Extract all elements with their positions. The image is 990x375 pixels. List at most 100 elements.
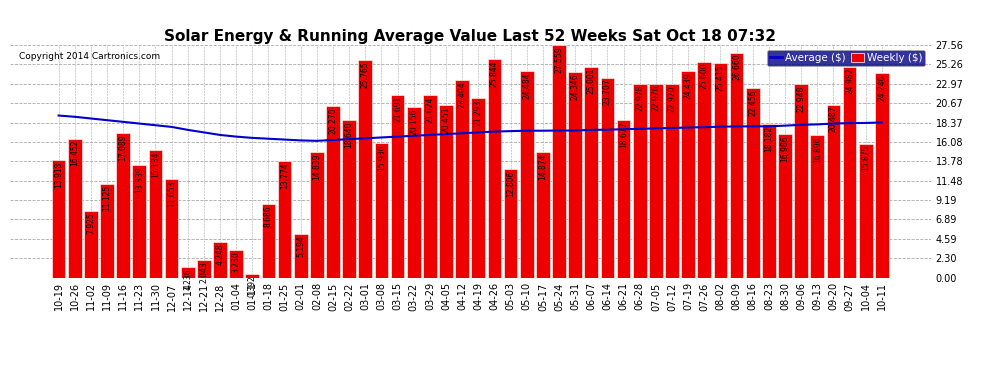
Text: 11.653: 11.653 bbox=[167, 180, 176, 207]
Text: 12.806: 12.806 bbox=[506, 171, 515, 197]
Bar bbox=[633, 84, 646, 278]
Bar bbox=[326, 106, 340, 278]
Bar bbox=[407, 108, 421, 278]
Bar bbox=[536, 152, 549, 278]
Bar bbox=[278, 161, 291, 278]
Text: 2.043: 2.043 bbox=[199, 261, 209, 283]
Bar bbox=[827, 105, 841, 278]
Text: 4.248: 4.248 bbox=[216, 243, 225, 264]
Text: 20.156: 20.156 bbox=[409, 109, 418, 135]
Bar bbox=[665, 84, 679, 278]
Text: 14.839: 14.839 bbox=[313, 154, 322, 180]
Bar bbox=[762, 124, 776, 278]
Text: 22.976: 22.976 bbox=[651, 85, 660, 111]
Bar bbox=[778, 134, 792, 278]
Text: 23.404: 23.404 bbox=[457, 81, 466, 108]
Bar bbox=[84, 211, 98, 278]
Bar bbox=[681, 71, 695, 278]
Text: 18.677: 18.677 bbox=[619, 121, 628, 148]
Text: 16.452: 16.452 bbox=[70, 140, 79, 166]
Text: 25.765: 25.765 bbox=[360, 62, 370, 88]
Text: 25.844: 25.844 bbox=[490, 61, 499, 87]
Bar bbox=[842, 67, 856, 278]
Text: 16.896: 16.896 bbox=[813, 136, 822, 163]
Bar bbox=[148, 150, 162, 278]
Text: 5.194: 5.194 bbox=[296, 235, 305, 257]
Bar bbox=[698, 62, 711, 278]
Bar bbox=[875, 73, 889, 278]
Bar bbox=[246, 274, 259, 278]
Text: 24.346: 24.346 bbox=[570, 74, 580, 100]
Text: 26.660: 26.660 bbox=[732, 54, 742, 81]
Text: 21.624: 21.624 bbox=[426, 96, 435, 123]
Bar bbox=[116, 134, 130, 278]
Bar bbox=[310, 152, 324, 278]
Text: 27.559: 27.559 bbox=[554, 46, 563, 73]
Bar bbox=[133, 165, 147, 278]
Bar bbox=[714, 63, 728, 278]
Bar bbox=[213, 242, 227, 278]
Text: 18.640: 18.640 bbox=[345, 122, 353, 148]
Text: 25.600: 25.600 bbox=[700, 63, 709, 89]
Text: 22.978: 22.978 bbox=[636, 85, 644, 111]
Text: 23.707: 23.707 bbox=[603, 79, 612, 105]
Bar bbox=[568, 72, 582, 278]
Text: 3.230: 3.230 bbox=[232, 252, 241, 273]
Legend: Average ($), Weekly ($): Average ($), Weekly ($) bbox=[766, 50, 926, 66]
Bar bbox=[471, 98, 485, 278]
Text: 1.236: 1.236 bbox=[183, 268, 192, 290]
Text: 20.270: 20.270 bbox=[329, 108, 338, 134]
Bar bbox=[374, 143, 388, 278]
Bar bbox=[811, 135, 825, 278]
Text: 25.001: 25.001 bbox=[587, 68, 596, 94]
Text: 20.487: 20.487 bbox=[829, 106, 838, 132]
Bar bbox=[745, 88, 759, 278]
Text: 25.415: 25.415 bbox=[716, 64, 725, 91]
Text: 24.246: 24.246 bbox=[877, 74, 886, 101]
Bar bbox=[343, 120, 356, 278]
Text: 20.451: 20.451 bbox=[442, 106, 450, 133]
Bar bbox=[164, 179, 178, 278]
Bar bbox=[358, 60, 372, 278]
Text: 13.339: 13.339 bbox=[135, 166, 144, 193]
Text: 22.948: 22.948 bbox=[797, 85, 806, 111]
Bar bbox=[504, 170, 518, 278]
Text: 22.920: 22.920 bbox=[667, 86, 676, 112]
Text: 24.484: 24.484 bbox=[523, 72, 532, 99]
Bar bbox=[601, 78, 615, 278]
Bar bbox=[859, 144, 872, 278]
Bar bbox=[230, 250, 243, 278]
Bar bbox=[649, 84, 662, 278]
Bar bbox=[391, 94, 405, 278]
Bar bbox=[261, 204, 275, 278]
Text: 13.918: 13.918 bbox=[54, 161, 63, 188]
Text: 24.982: 24.982 bbox=[845, 68, 854, 94]
Text: 14.874: 14.874 bbox=[539, 153, 547, 180]
Bar bbox=[730, 53, 743, 278]
Bar bbox=[617, 120, 631, 278]
Bar bbox=[197, 260, 211, 278]
Bar bbox=[440, 105, 452, 278]
Bar bbox=[488, 60, 501, 278]
Text: 0.392: 0.392 bbox=[248, 276, 256, 297]
Text: 18.182: 18.182 bbox=[764, 125, 773, 152]
Bar bbox=[294, 234, 308, 278]
Bar bbox=[552, 45, 566, 278]
Text: 21.691: 21.691 bbox=[393, 96, 402, 122]
Text: 24.439: 24.439 bbox=[684, 73, 693, 99]
Bar bbox=[584, 67, 598, 278]
Text: 13.774: 13.774 bbox=[280, 163, 289, 189]
Text: Copyright 2014 Cartronics.com: Copyright 2014 Cartronics.com bbox=[19, 52, 160, 61]
Bar bbox=[51, 160, 65, 278]
Bar bbox=[423, 95, 437, 278]
Text: 15.134: 15.134 bbox=[150, 151, 160, 178]
Text: 11.125: 11.125 bbox=[103, 185, 112, 211]
Bar bbox=[100, 184, 114, 278]
Bar bbox=[520, 71, 534, 278]
Text: 15.875: 15.875 bbox=[861, 145, 870, 171]
Text: 16.986: 16.986 bbox=[780, 135, 790, 162]
Bar bbox=[455, 80, 469, 278]
Text: 21.293: 21.293 bbox=[474, 99, 483, 126]
Title: Solar Energy & Running Average Value Last 52 Weeks Sat Oct 18 07:32: Solar Energy & Running Average Value Las… bbox=[164, 29, 776, 44]
Text: 7.925: 7.925 bbox=[86, 212, 95, 234]
